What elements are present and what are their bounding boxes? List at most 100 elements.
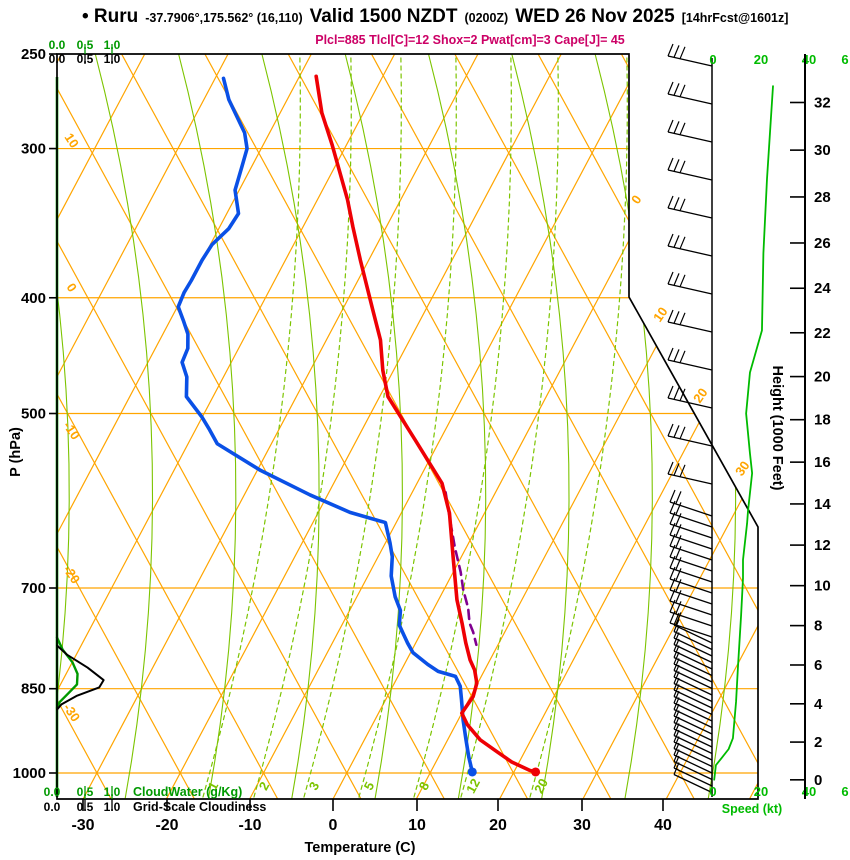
wind-barb-feather bbox=[679, 122, 686, 136]
wind-barb-feather bbox=[673, 755, 680, 769]
wind-barb-feather bbox=[675, 557, 682, 570]
pressure-tick-label: 250 bbox=[21, 46, 46, 63]
wind-barb-feather bbox=[667, 271, 674, 285]
wind-barb bbox=[669, 545, 713, 561]
mixing-ratio-label: 5 bbox=[361, 779, 378, 792]
temp-tick-label: -30 bbox=[71, 817, 94, 834]
mixing-ratio-line bbox=[529, 54, 628, 798]
wind-barb bbox=[673, 760, 713, 781]
height-tick-label: 10 bbox=[814, 578, 831, 595]
wind-barb-feather bbox=[673, 697, 680, 710]
speed-scale-label: 20 bbox=[754, 784, 768, 799]
wind-barb bbox=[667, 397, 713, 409]
isotherm-line bbox=[582, 54, 758, 799]
wind-barb-feather bbox=[679, 312, 686, 326]
grid-layer bbox=[57, 54, 758, 799]
adiabat-label: 0 bbox=[63, 280, 79, 294]
speed-scale-label: 0 bbox=[709, 784, 716, 799]
isotherm-label: 20 bbox=[690, 385, 711, 405]
isotherm-line bbox=[57, 54, 229, 799]
wind-barb-feather bbox=[673, 632, 680, 645]
wind-barb bbox=[673, 721, 713, 742]
temp-tick-label: 30 bbox=[573, 817, 591, 834]
wind-barb bbox=[673, 702, 713, 722]
wind-barb-feather bbox=[679, 236, 686, 250]
cloudwater-scale-label: 0.0 bbox=[44, 785, 61, 799]
moist-adiabat-line bbox=[677, 54, 737, 799]
profile-layer bbox=[176, 74, 541, 777]
wind-barb-feather bbox=[679, 84, 686, 98]
moist-adiabat-line bbox=[261, 54, 320, 799]
wind-barb-feather bbox=[667, 43, 674, 57]
pressure-tick-label: 400 bbox=[21, 290, 46, 307]
isotherm-line bbox=[165, 54, 562, 799]
wind-barb-feather bbox=[669, 577, 676, 591]
wind-barb-feather bbox=[673, 762, 680, 775]
wind-barb-feather bbox=[673, 749, 680, 762]
wind-barb bbox=[669, 512, 713, 528]
wind-barb-feather bbox=[667, 347, 674, 361]
plot-frame bbox=[56, 53, 759, 800]
wind-barb-feather bbox=[673, 425, 680, 438]
dry-adiabat-line bbox=[370, 54, 758, 799]
mixing-ratio-line bbox=[303, 54, 402, 798]
wind-barb bbox=[673, 715, 713, 735]
wind-barb-feather bbox=[673, 729, 680, 743]
moist-adiabat-line bbox=[511, 54, 570, 799]
wind-barb bbox=[673, 676, 713, 696]
wind-barb-feather bbox=[667, 119, 674, 133]
pressure-tick-label: 1000 bbox=[13, 765, 46, 782]
wind-barb-feather bbox=[673, 723, 680, 736]
isotherm-line bbox=[57, 54, 312, 799]
wind-barb-feather bbox=[667, 157, 674, 171]
wind-barb-panel bbox=[667, 43, 713, 797]
speed-scale-label: 40 bbox=[802, 52, 816, 67]
wind-barb-feather bbox=[675, 601, 682, 614]
wind-barb-feather bbox=[675, 502, 682, 515]
wind-barb bbox=[667, 207, 713, 219]
wind-barb bbox=[673, 734, 713, 755]
wind-barb-feather bbox=[673, 651, 680, 665]
wind-barb bbox=[667, 131, 713, 143]
wind-barb-feather bbox=[667, 385, 674, 399]
wind-speed-curve bbox=[713, 85, 774, 781]
wind-barb bbox=[673, 728, 713, 748]
wind-barb bbox=[673, 669, 713, 690]
wind-barb-feather bbox=[673, 638, 680, 652]
wind-barb bbox=[673, 637, 713, 657]
station-coords: -37.7906°,175.562° (16,110) bbox=[145, 11, 303, 25]
cloudiness-scale-label: 0.0 bbox=[49, 52, 66, 66]
temp-tick-label: 10 bbox=[408, 817, 426, 834]
pressure-tick-label: 500 bbox=[21, 406, 46, 423]
wind-barb-feather bbox=[673, 664, 680, 678]
wind-barb-feather bbox=[673, 387, 680, 400]
wind-barb-feather bbox=[667, 423, 674, 437]
wind-barb bbox=[673, 643, 713, 664]
cloudwater-axis-title: CloudWater (g/Kg) bbox=[133, 785, 242, 799]
sounding-indices: Plcl=885 Tlcl[C]=12 Shox=2 Pwat[cm]=3 Ca… bbox=[315, 33, 625, 47]
wind-barb-feather bbox=[679, 160, 686, 174]
wind-barb-feather bbox=[673, 703, 680, 717]
isotherm-label: 0 bbox=[628, 192, 644, 207]
wind-barb bbox=[673, 747, 713, 768]
dry-adiabat-line bbox=[454, 54, 758, 799]
wind-barb-feather bbox=[673, 658, 680, 671]
wind-barb bbox=[669, 567, 713, 583]
isotherm-label: 30 bbox=[732, 458, 753, 478]
forecast-tag: [14hrFcst@1601z] bbox=[681, 11, 789, 25]
dewpoint-curve bbox=[176, 76, 475, 774]
dry-adiabat-line bbox=[57, 54, 445, 799]
mixing-ratio-line bbox=[202, 54, 301, 798]
wind-barb bbox=[667, 55, 713, 67]
isotherm-line bbox=[82, 54, 479, 799]
mixing-ratio-label: 3 bbox=[306, 779, 323, 792]
height-tick-label: 22 bbox=[814, 325, 831, 342]
wind-barb-feather bbox=[673, 645, 680, 658]
height-tick-label: 16 bbox=[814, 454, 831, 471]
wind-barb bbox=[669, 534, 713, 550]
moist-adiabat-line bbox=[344, 54, 403, 799]
wind-barb-feather bbox=[667, 195, 674, 209]
height-tick-label: 26 bbox=[814, 235, 831, 252]
dry-adiabat-line bbox=[287, 54, 695, 799]
